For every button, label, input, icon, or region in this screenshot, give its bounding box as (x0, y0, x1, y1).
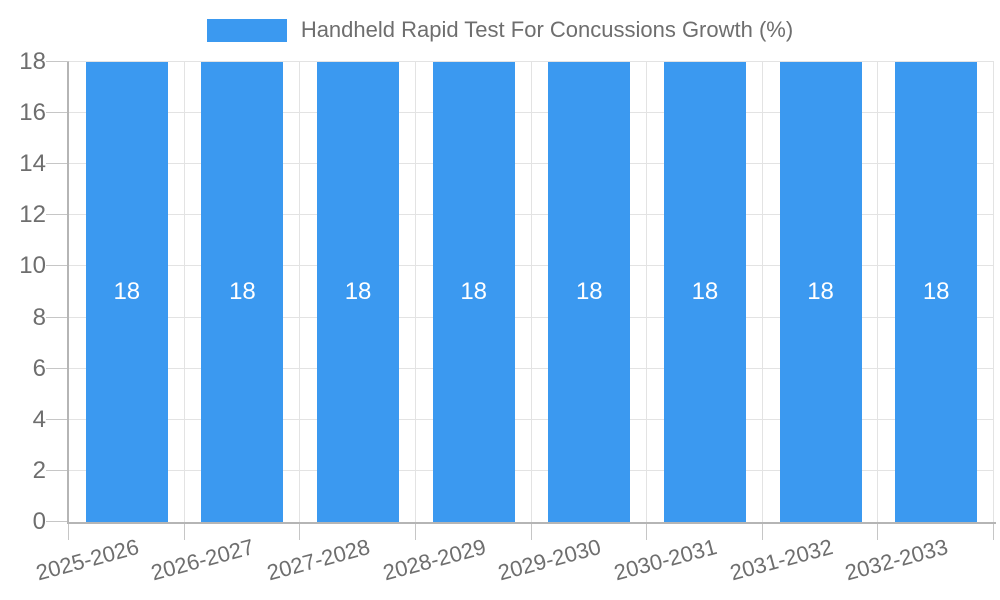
x-gridline (414, 62, 416, 522)
x-gridline (993, 62, 994, 522)
bar-value-label: 18 (344, 278, 372, 305)
y-tick-mark (46, 469, 69, 471)
bar[interactable]: 18 (895, 62, 978, 522)
y-gridline (69, 163, 994, 165)
legend-swatch-icon[interactable] (206, 18, 287, 42)
y-tick-label: 18 (19, 48, 46, 75)
x-tick-mark (530, 522, 532, 540)
bar[interactable]: 18 (201, 62, 284, 522)
bar-value-label: 18 (460, 278, 488, 305)
y-tick-mark (46, 265, 69, 267)
bar[interactable]: 18 (663, 62, 746, 522)
y-gridline (69, 214, 994, 216)
y-gridline (69, 61, 994, 62)
y-gridline (69, 316, 994, 318)
y-tick-label: 16 (19, 99, 46, 127)
x-gridline (530, 62, 532, 522)
x-tick-mark (183, 522, 185, 540)
x-gridline (183, 62, 185, 522)
y-gridline (69, 367, 994, 369)
y-gridline (69, 418, 994, 420)
bar-value-label: 18 (807, 278, 834, 305)
x-tick-mark (68, 522, 69, 540)
x-tick-mark (877, 522, 879, 540)
chart-legend[interactable]: Handheld Rapid Test For Concussions Grow… (0, 17, 1000, 43)
y-tick-label: 14 (19, 150, 46, 178)
y-gridline (69, 469, 994, 471)
y-tick-label: 6 (32, 354, 46, 382)
y-tick-label: 0 (32, 508, 46, 535)
bar[interactable]: 18 (548, 62, 631, 522)
bar[interactable]: 18 (432, 62, 515, 522)
y-tick-mark (46, 214, 69, 216)
y-tick-label: 2 (32, 456, 46, 484)
x-gridline (877, 62, 879, 522)
y-tick-mark (46, 163, 69, 165)
y-axis-line (67, 62, 69, 522)
x-tick-mark (761, 522, 763, 540)
y-tick-mark (46, 316, 69, 318)
bar-value-label: 18 (691, 278, 719, 305)
y-tick-label: 4 (32, 405, 46, 433)
x-tick-mark (646, 522, 648, 540)
y-tick-label: 8 (32, 303, 46, 331)
y-tick-mark (46, 521, 69, 522)
bar-value-label: 18 (575, 278, 603, 305)
y-tick-mark (46, 61, 69, 62)
y-tick-mark (46, 112, 69, 114)
bar-value-label: 18 (922, 278, 950, 305)
x-gridline (646, 62, 648, 522)
bar[interactable]: 18 (85, 62, 168, 522)
legend-label[interactable]: Handheld Rapid Test For Concussions Grow… (300, 17, 794, 42)
y-tick-mark (46, 367, 69, 369)
x-tick-mark (414, 522, 416, 540)
bar-value-label: 18 (113, 278, 141, 305)
y-tick-label: 12 (19, 201, 46, 229)
y-tick-mark (46, 418, 69, 420)
y-tick-label: 10 (19, 252, 46, 280)
x-tick-mark (299, 522, 301, 540)
x-tick-mark (993, 522, 994, 540)
bar[interactable]: 18 (317, 62, 400, 522)
bar[interactable]: 18 (779, 62, 862, 522)
x-gridline (299, 62, 301, 522)
x-gridline (761, 62, 763, 522)
x-axis-line (67, 522, 996, 524)
y-gridline (69, 112, 994, 114)
y-gridline (69, 265, 994, 267)
bar-value-label: 18 (229, 278, 256, 305)
